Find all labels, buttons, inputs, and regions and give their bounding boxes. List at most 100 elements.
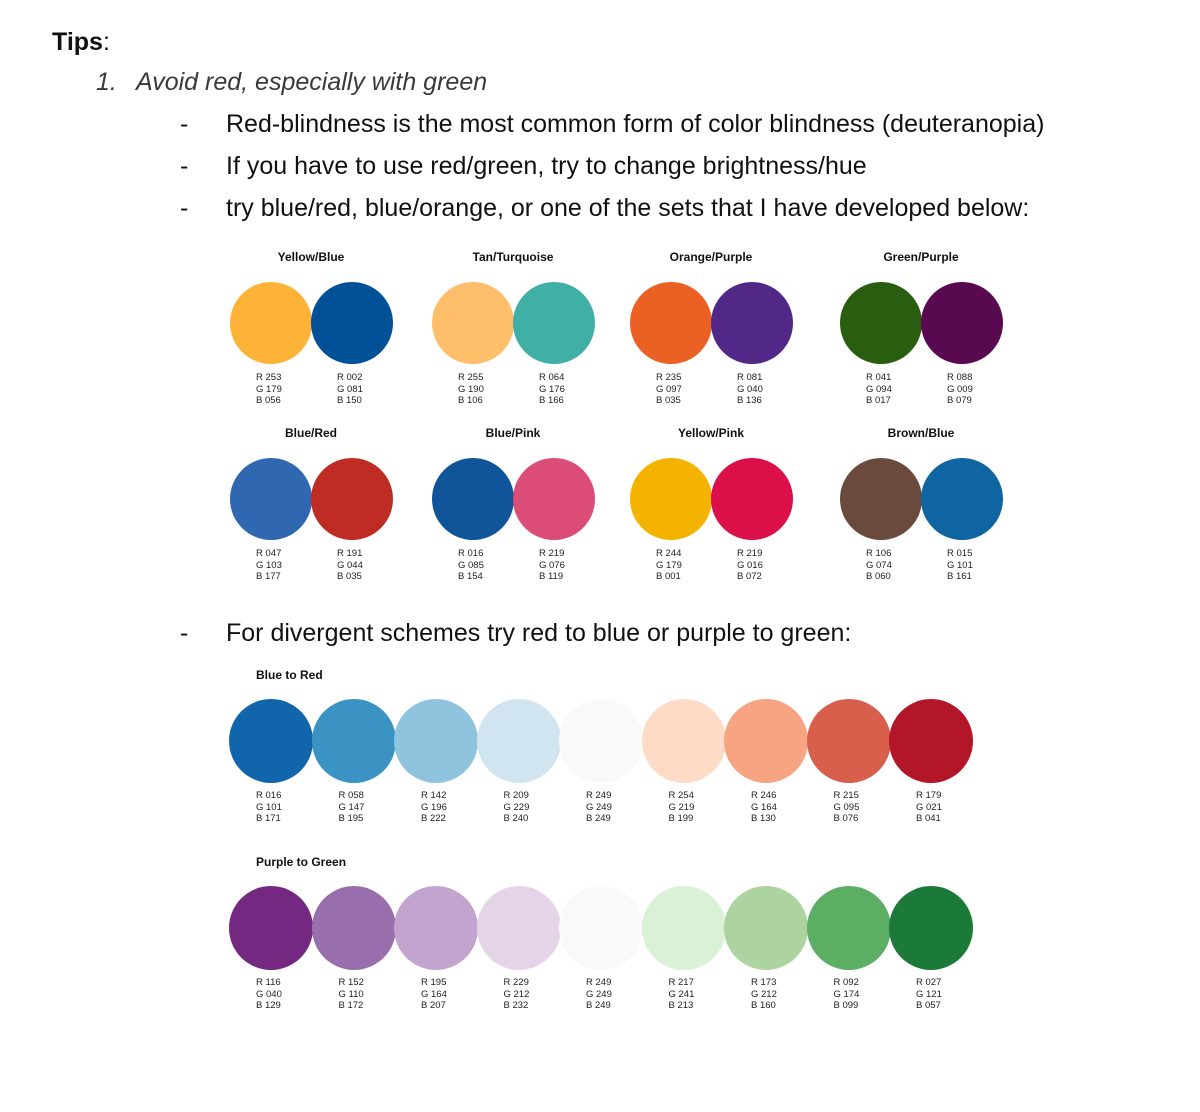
rgb-value: B 099: [833, 1000, 859, 1011]
color-swatch: [889, 886, 973, 970]
rgb-values: R 088 G 009 B 079: [947, 372, 973, 407]
rgb-value: R 015: [947, 548, 973, 559]
color-swatch: [311, 282, 393, 364]
rgb-value: B 195: [338, 813, 364, 824]
rgb-value: R 152: [338, 977, 364, 988]
rgb-value: B 017: [866, 395, 891, 406]
rgb-value: G 074: [866, 559, 892, 571]
rgb-values: R 064 G 176 B 166: [539, 372, 565, 407]
rgb-value: G 094: [866, 383, 892, 395]
rgb-value: G 110: [338, 988, 364, 1000]
rgb-values: R 219 G 016 B 072: [737, 548, 763, 583]
rgb-value: R 041: [866, 372, 892, 383]
rgb-value: R 173: [751, 977, 777, 988]
rgb-values: R 235 G 097 B 035: [656, 372, 682, 407]
color-swatch: [432, 458, 514, 540]
rgb-values: R 215 G 095 B 076: [834, 790, 860, 825]
rgb-values: R 116 G 040 B 129: [256, 977, 282, 1012]
rgb-value: R 064: [539, 372, 565, 383]
rgb-values: R 255 G 190 B 106: [458, 372, 484, 407]
rgb-value: G 164: [751, 801, 777, 813]
rgb-value: G 219: [668, 801, 695, 813]
rgb-value: G 190: [458, 383, 484, 395]
rgb-values: R 092 G 174 B 099: [834, 977, 860, 1012]
rgb-value: G 040: [737, 383, 763, 395]
color-swatch: [559, 886, 643, 970]
rgb-values: R 027 G 121 B 057: [916, 977, 942, 1012]
rgb-value: G 095: [833, 801, 860, 813]
rgb-values: R 016 G 085 B 154: [458, 548, 484, 583]
color-swatch: [840, 458, 922, 540]
list-item-1: 1. Avoid red, especially with green: [96, 68, 487, 97]
bullet-dash: -: [180, 110, 189, 138]
rgb-value: R 047: [256, 548, 282, 559]
color-pair-title: Blue/Pink: [485, 426, 541, 440]
rgb-value: R 016: [256, 790, 282, 801]
rgb-value: B 199: [668, 813, 694, 824]
color-pair-title: Blue/Red: [284, 426, 337, 440]
rgb-value: B 249: [586, 813, 611, 824]
bullet-text: If you have to use red/green, try to cha…: [226, 152, 867, 180]
rgb-value: B 035: [656, 395, 681, 406]
color-swatch: [711, 282, 793, 364]
rgb-value: B 166: [539, 395, 564, 406]
scheme-title: Purple to Green: [256, 855, 347, 869]
bullet-dash: -: [180, 619, 189, 647]
rgb-value: B 076: [833, 813, 859, 824]
tips-heading-colon: :: [102, 28, 110, 56]
color-swatch: [840, 282, 922, 364]
color-swatch: [432, 282, 514, 364]
rgb-values: R 253 G 179 B 056: [256, 372, 282, 407]
rgb-value: R 235: [656, 372, 682, 383]
rgb-value: B 072: [737, 571, 762, 582]
bullet-text: Red-blindness is the most common form of…: [226, 110, 1045, 138]
color-swatch: [311, 458, 393, 540]
rgb-value: B 249: [586, 1000, 611, 1011]
rgb-value: B 222: [421, 813, 446, 824]
rgb-value: G 147: [338, 801, 365, 813]
rgb-values: R 081 G 040 B 136: [737, 372, 763, 407]
color-pair-title: Green/Purple: [883, 250, 959, 264]
color-swatch: [513, 458, 595, 540]
color-swatch: [806, 886, 891, 970]
rgb-value: G 179: [656, 559, 682, 571]
color-swatch: [641, 886, 726, 970]
rgb-value: B 079: [947, 395, 972, 406]
rgb-value: B 150: [337, 395, 362, 406]
rgb-value: G 021: [916, 801, 942, 813]
color-swatch: [724, 699, 808, 783]
rgb-value: B 136: [737, 395, 762, 406]
rgb-value: R 191: [337, 548, 363, 559]
rgb-values: R 254 G 219 B 199: [669, 790, 695, 825]
rgb-value: G 103: [256, 559, 282, 571]
rgb-value: G 229: [503, 801, 530, 813]
rgb-value: B 056: [256, 395, 281, 406]
rgb-value: G 076: [539, 559, 565, 571]
rgb-value: G 016: [737, 559, 763, 571]
rgb-value: B 207: [421, 1000, 446, 1011]
rgb-values: R 179 G 021 B 041: [916, 790, 942, 825]
rgb-value: B 001: [656, 571, 681, 582]
rgb-value: R 106: [866, 548, 892, 559]
rgb-values: R 249 G 249 B 249: [586, 977, 612, 1012]
rgb-value: G 164: [421, 988, 447, 1000]
rgb-value: G 241: [668, 988, 695, 1000]
rgb-value: G 176: [539, 383, 565, 395]
rgb-value: R 253: [256, 372, 282, 383]
rgb-value: G 196: [421, 801, 447, 813]
rgb-value: R 195: [421, 977, 447, 988]
rgb-values: R 209 G 229 B 240: [504, 790, 530, 825]
bullet-text: For divergent schemes try red to blue or…: [226, 619, 852, 647]
color-swatch: [630, 282, 712, 364]
rgb-values: R 016 G 101 B 171: [256, 790, 282, 825]
rgb-value: R 249: [586, 790, 612, 801]
rgb-value: R 016: [458, 548, 484, 559]
rgb-value: R 244: [656, 548, 682, 559]
color-swatch: [711, 458, 793, 540]
rgb-value: R 116: [256, 977, 281, 988]
rgb-values: R 106 G 074 B 060: [866, 548, 892, 583]
rgb-value: G 097: [656, 383, 682, 395]
bullet-text: try blue/red, blue/orange, or one of the…: [226, 194, 1030, 222]
rgb-value: B 171: [256, 813, 281, 824]
color-swatch: [921, 282, 1003, 364]
